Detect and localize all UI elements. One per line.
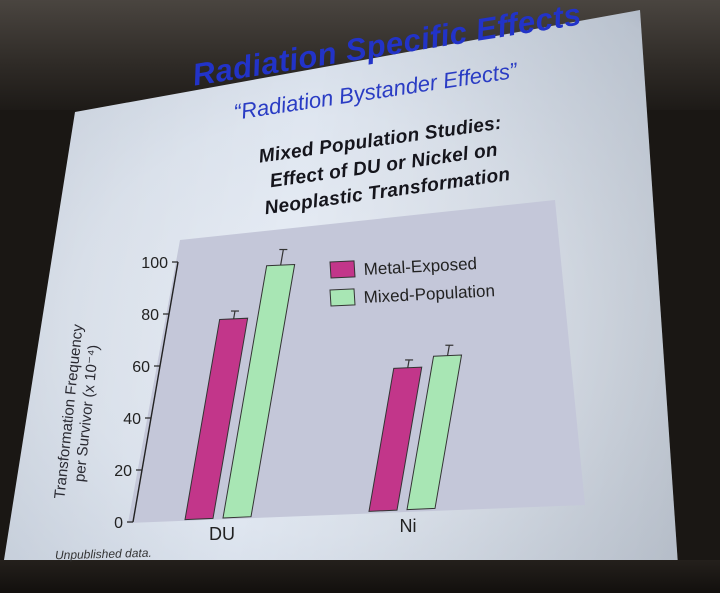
category-labels: DU Ni	[209, 516, 417, 544]
legend-swatch-1	[329, 288, 356, 307]
y-tick-label: 0	[114, 515, 123, 532]
y-tick-label: 20	[114, 463, 132, 480]
category-label-du: DU	[209, 524, 235, 544]
bar-du-0	[184, 317, 249, 521]
bar-ni-1	[406, 354, 463, 511]
y-axis-line	[132, 261, 179, 523]
footnote: Unpublished data.	[54, 545, 152, 563]
error-bar	[233, 310, 236, 319]
y-tick-label: 40	[123, 411, 141, 428]
legend-swatch-0	[329, 260, 356, 279]
error-bar	[280, 249, 284, 266]
error-bar	[446, 345, 450, 356]
y-tick-label: 80	[141, 307, 159, 324]
legend-label-1: Mixed-Population	[363, 281, 495, 307]
bars	[184, 248, 463, 521]
y-axis: 0 20 40 60 80 100	[114, 255, 179, 532]
category-label-ni: Ni	[400, 516, 417, 536]
bar-du-1	[222, 263, 296, 519]
y-tick-label: 100	[141, 255, 168, 272]
y-tick-label: 60	[132, 359, 150, 376]
error-bar	[407, 359, 410, 368]
bar-ni-0	[368, 366, 423, 512]
room-floor	[0, 560, 720, 593]
legend-label-0: Metal-Exposed	[363, 254, 477, 279]
